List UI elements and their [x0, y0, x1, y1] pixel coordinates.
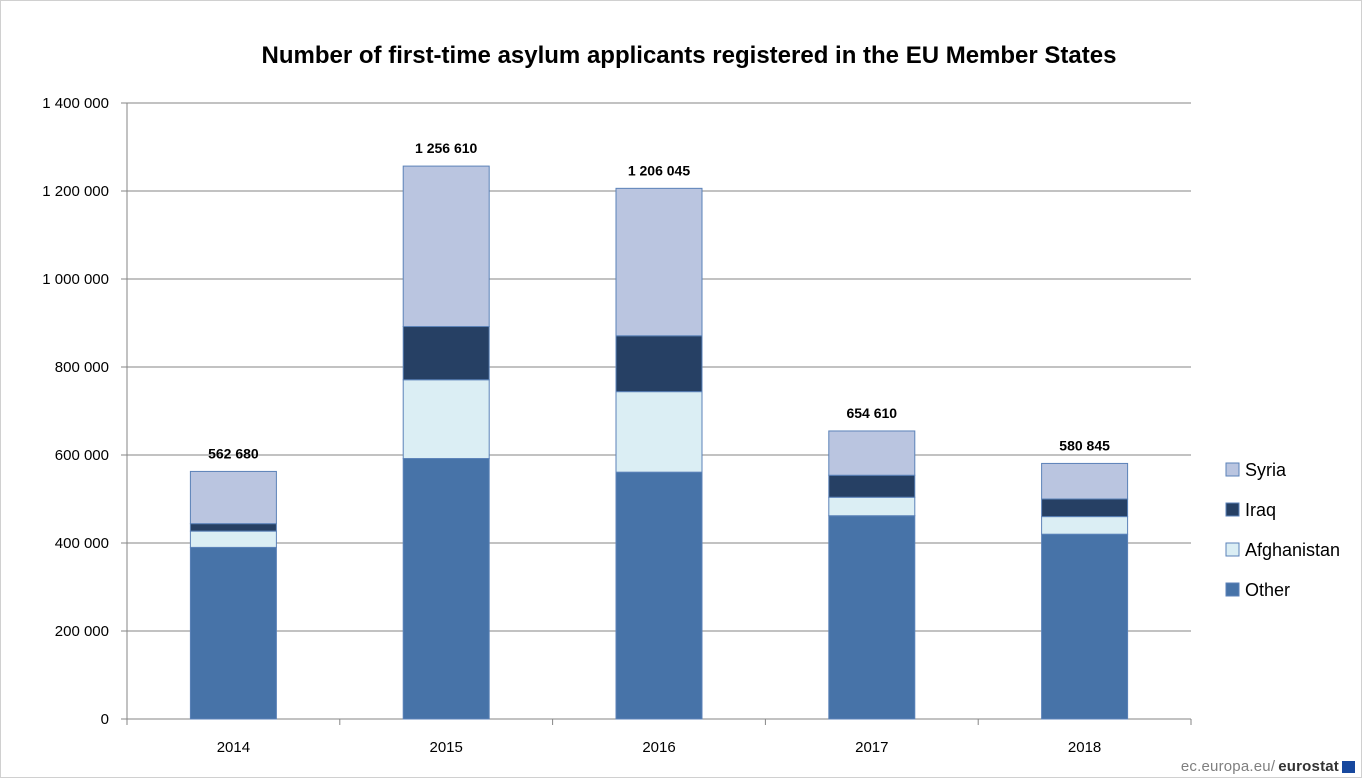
bar-segment-iraq: [402, 326, 490, 381]
legend-swatch-afghanistan: [1225, 542, 1240, 557]
eurostat-logo: ec.europa.eu/eurostat: [1181, 758, 1355, 775]
legend-swatch-other: [1225, 582, 1240, 597]
x-tick-label: 2016: [642, 739, 675, 756]
legend-label-syria: Syria: [1245, 460, 1287, 480]
total-labels: 562 680 1 256 610 1 206 045 654 610 580 845: [208, 140, 1110, 461]
y-tick-label: 600 000: [55, 447, 109, 464]
bar-segment-syria: [828, 430, 916, 476]
bars: [189, 165, 1129, 720]
y-tick-label: 400 000: [55, 535, 109, 552]
y-axis: 0 200 000 400 000 600 000 800 000 1 000 000 1 …: [42, 95, 128, 728]
x-tick-label: 2014: [217, 739, 250, 756]
legend-label-other: Other: [1245, 580, 1290, 600]
chart-title: Number of first-time asylum applicants r…: [262, 42, 1117, 69]
brand-domain: ec.europa.eu/: [1180, 758, 1276, 775]
y-tick-label: 0: [101, 711, 109, 728]
bar-segment-other: [402, 458, 490, 720]
y-tick-label: 1 400 000: [42, 95, 109, 112]
brand-name: eurostat: [1278, 758, 1339, 775]
legend-swatch-syria: [1225, 462, 1240, 477]
total-label: 1 206 045: [628, 162, 690, 178]
bar-segment-iraq: [828, 474, 916, 498]
total-label: 580 845: [1059, 437, 1110, 453]
bar-segment-syria: [615, 187, 703, 337]
total-label: 654 610: [846, 405, 897, 421]
y-tick-label: 1 200 000: [42, 183, 109, 200]
total-label: 562 680: [208, 445, 259, 461]
legend-label-iraq: Iraq: [1245, 500, 1276, 520]
bar-segment-afghanistan: [828, 496, 916, 517]
y-tick-label: 800 000: [55, 359, 109, 376]
legend-label-afghanistan: Afghanistan: [1245, 540, 1340, 560]
x-tick-label: 2017: [855, 739, 888, 756]
bar-segment-afghanistan: [189, 530, 277, 548]
bar-segment-other: [1041, 533, 1129, 720]
eu-flag-icon: [1342, 760, 1355, 773]
bar-segment-afghanistan: [615, 391, 703, 473]
bar-segment-other: [189, 546, 277, 720]
bar-segment-afghanistan: [402, 379, 490, 460]
x-tick-label: 2018: [1068, 739, 1101, 756]
bar-segment-other: [615, 471, 703, 720]
bar-segment-syria: [1041, 462, 1129, 500]
x-axis: 2014 2015 2016 2017 2018: [126, 718, 1192, 756]
bar-segment-iraq: [1041, 498, 1129, 518]
total-label: 1 256 610: [415, 140, 477, 156]
x-tick-label: 2015: [430, 739, 463, 756]
bar-segment-other: [828, 515, 916, 720]
bar-segment-iraq: [189, 523, 277, 532]
bar-segment-syria: [402, 165, 490, 328]
bar-segment-syria: [189, 470, 277, 525]
legend-swatch-iraq: [1225, 502, 1240, 517]
y-tick-label: 200 000: [55, 623, 109, 640]
bar-segment-afghanistan: [1041, 516, 1129, 535]
bar-segment-iraq: [615, 335, 703, 393]
legend: Syria Iraq Afghanistan Other: [1225, 460, 1340, 600]
y-tick-label: 1 000 000: [42, 271, 109, 288]
